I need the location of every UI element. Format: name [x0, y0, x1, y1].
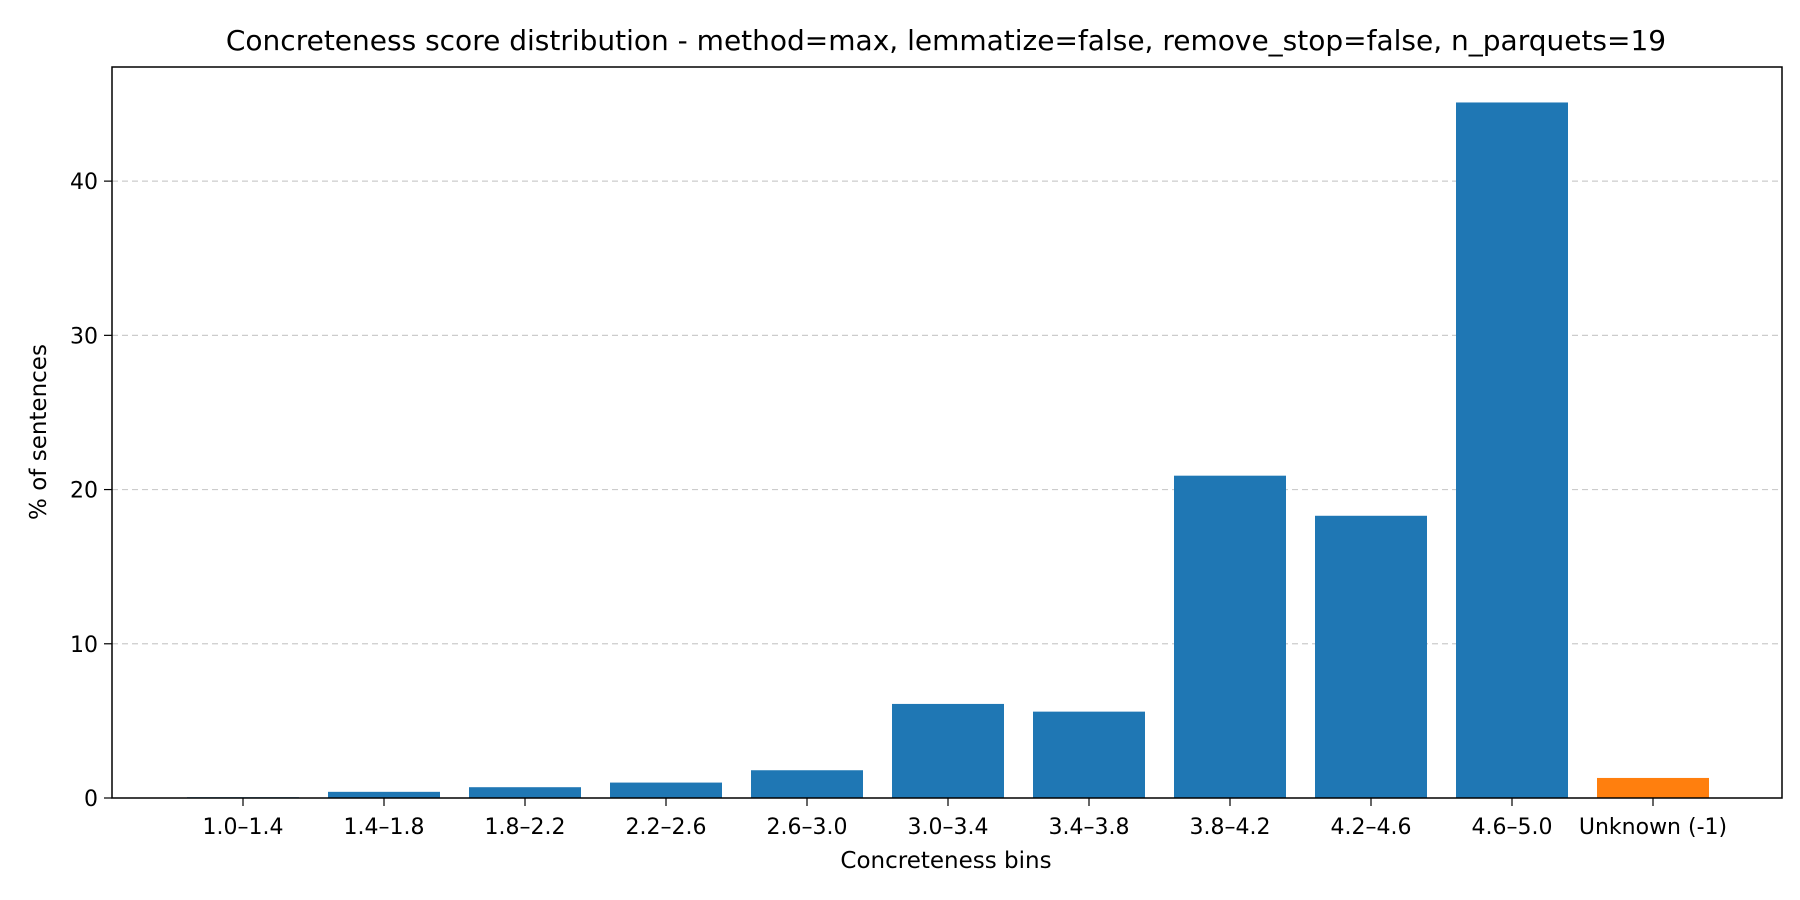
x-tick-label: 1.4–1.8 [344, 815, 425, 840]
bar [892, 703, 1004, 798]
plot-frame [111, 66, 1783, 799]
bar [1174, 475, 1286, 798]
x-tick-label: 4.6–5.0 [1472, 815, 1553, 840]
bar [1315, 515, 1427, 798]
y-axis-ticks: 0 10 20 30 40 [70, 170, 112, 812]
x-tick-label: 4.2–4.6 [1331, 815, 1412, 840]
bar [1597, 777, 1709, 798]
bar [328, 791, 440, 798]
bar [610, 782, 722, 798]
y-tick-label: 40 [70, 170, 98, 195]
y-tick-label: 20 [70, 479, 98, 504]
x-tick-label: 1.0–1.4 [203, 815, 284, 840]
x-tick-label: 3.4–3.8 [1049, 815, 1130, 840]
x-tick-label: 1.8–2.2 [485, 815, 566, 840]
x-tick-label: 3.8–4.2 [1190, 815, 1271, 840]
x-axis-label: Concreteness bins [840, 848, 1051, 874]
chart-title: Concreteness score distribution - method… [226, 24, 1666, 57]
x-tick-label: Unknown (-1) [1579, 815, 1727, 840]
bars [187, 102, 1709, 799]
bar [1033, 711, 1145, 798]
x-axis-ticks: 1.0–1.4 1.4–1.8 1.8–2.2 2.2–2.6 2.6–3.0 3.0–3… [203, 798, 1727, 840]
bar [469, 787, 581, 798]
y-tick-label: 0 [84, 787, 98, 812]
x-tick-label: 2.6–3.0 [767, 815, 848, 840]
y-axis-label: % of sentences [26, 344, 52, 520]
x-tick-label: 3.0–3.4 [908, 815, 989, 840]
y-tick-label: 10 [70, 633, 98, 658]
y-tick-label: 30 [70, 324, 98, 349]
bar [751, 770, 863, 798]
x-tick-label: 2.2–2.6 [626, 815, 707, 840]
bar [1456, 102, 1568, 799]
